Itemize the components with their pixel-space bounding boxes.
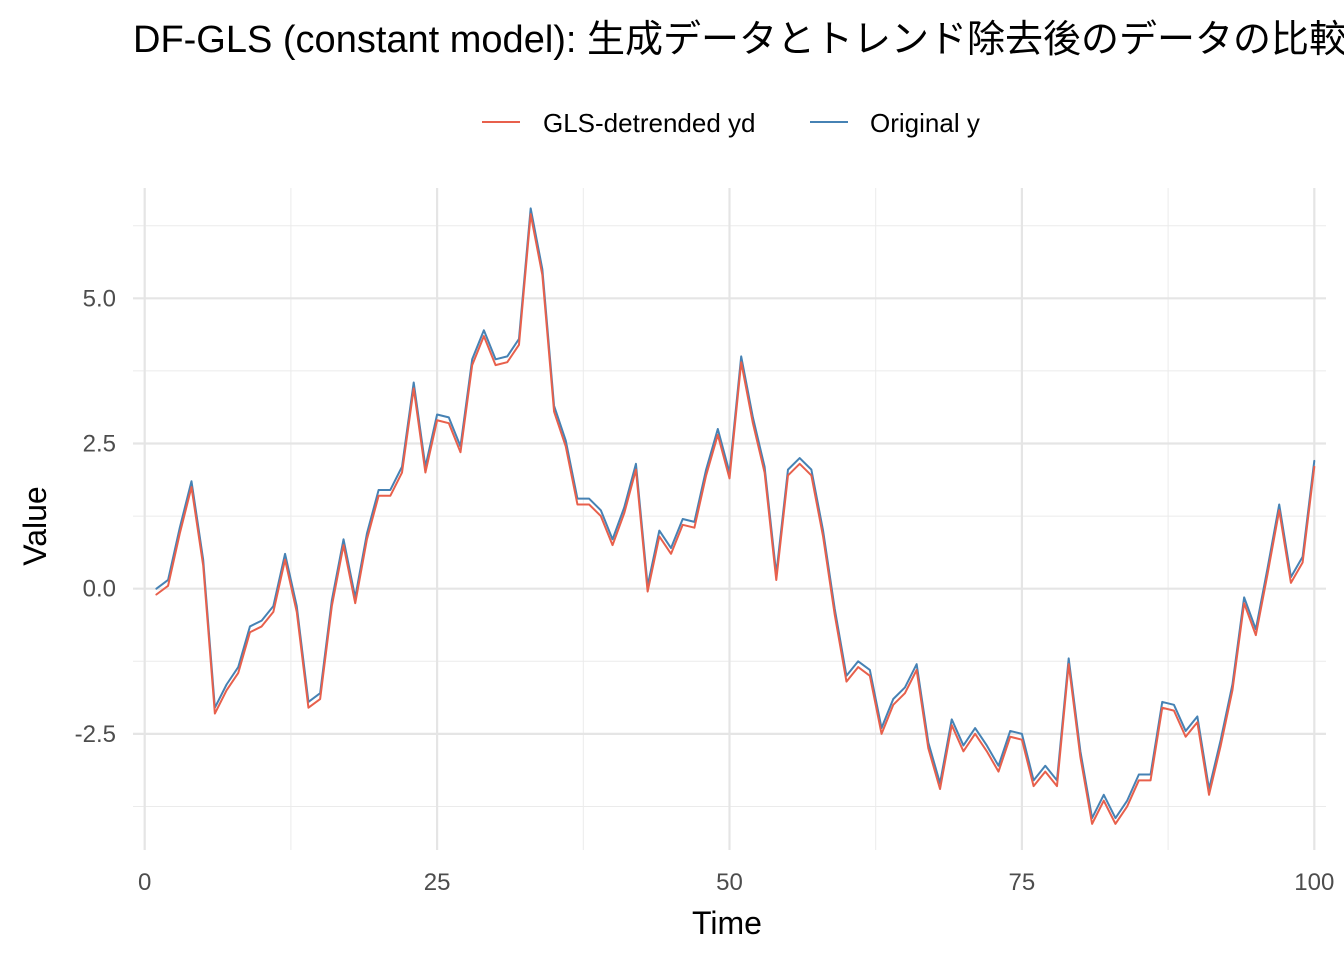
series-lines: [155, 207, 1316, 825]
y-axis-tick-labels: -2.5 0.0 2.5 5.0: [75, 285, 116, 748]
y-axis-title: Value: [17, 486, 53, 565]
x-tick-label: 50: [716, 869, 743, 896]
y-tick-label: 2.5: [83, 431, 116, 458]
legend: GLS-detrended yd Original y: [482, 108, 980, 138]
x-axis-tick-labels: 0 25 50 75 100: [138, 869, 1334, 896]
chart-title: DF-GLS (constant model): 生成データとトレンド除去後のデ…: [133, 19, 1344, 61]
x-tick-label: 25: [424, 869, 451, 896]
x-tick-label: 0: [138, 869, 151, 896]
y-tick-label: 0.0: [83, 576, 116, 603]
x-tick-label: 100: [1294, 869, 1334, 896]
x-tick-label: 75: [1009, 869, 1036, 896]
grid-major: [133, 188, 1326, 850]
x-axis-title: Time: [692, 905, 762, 941]
plot-area: [133, 188, 1326, 850]
y-tick-label: -2.5: [75, 721, 116, 748]
legend-label-original: Original y: [870, 108, 980, 138]
y-tick-label: 5.0: [83, 285, 116, 312]
series-line-0: [155, 213, 1316, 825]
series-line-1: [155, 207, 1316, 820]
legend-label-gls-detrended: GLS-detrended yd: [543, 108, 755, 138]
